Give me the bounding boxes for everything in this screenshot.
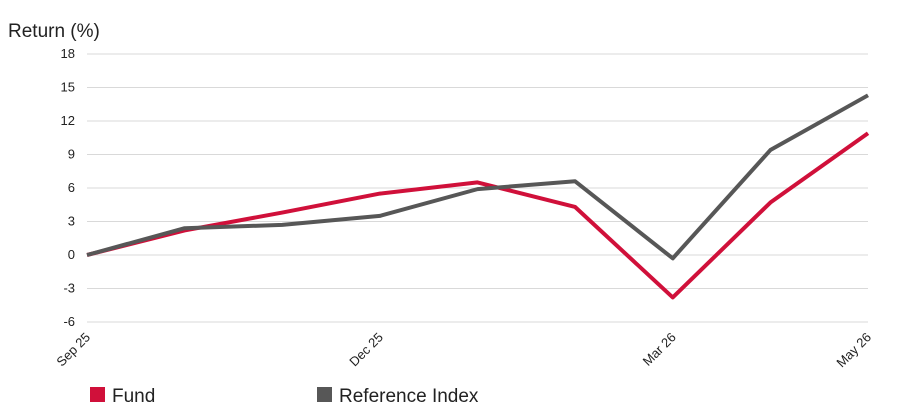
y-tick-label: 18 — [61, 46, 75, 61]
y-tick-label: 12 — [61, 113, 75, 128]
line-series — [86, 131, 870, 300]
y-tick-label: 6 — [68, 180, 75, 195]
x-tick-label: Dec 25 — [346, 330, 386, 370]
y-tick-label: -3 — [63, 281, 75, 296]
y-tick-label: 3 — [68, 214, 75, 229]
y-tick-label: 15 — [61, 80, 75, 95]
y-tick-label: -6 — [63, 314, 75, 329]
y-tick-label: 9 — [68, 147, 75, 162]
y-tick-label: 0 — [68, 247, 75, 262]
legend-label: Reference Index — [339, 386, 479, 405]
x-tick-label: May 26 — [833, 330, 874, 371]
legend-swatch — [317, 387, 332, 402]
y-axis-label: Return (%) — [8, 21, 100, 42]
line-series — [86, 93, 869, 261]
legend-swatch — [90, 387, 105, 402]
legend-label: Fund — [112, 386, 155, 405]
x-tick-label: Sep 25 — [53, 330, 93, 370]
x-tick-label: Mar 26 — [640, 330, 679, 369]
